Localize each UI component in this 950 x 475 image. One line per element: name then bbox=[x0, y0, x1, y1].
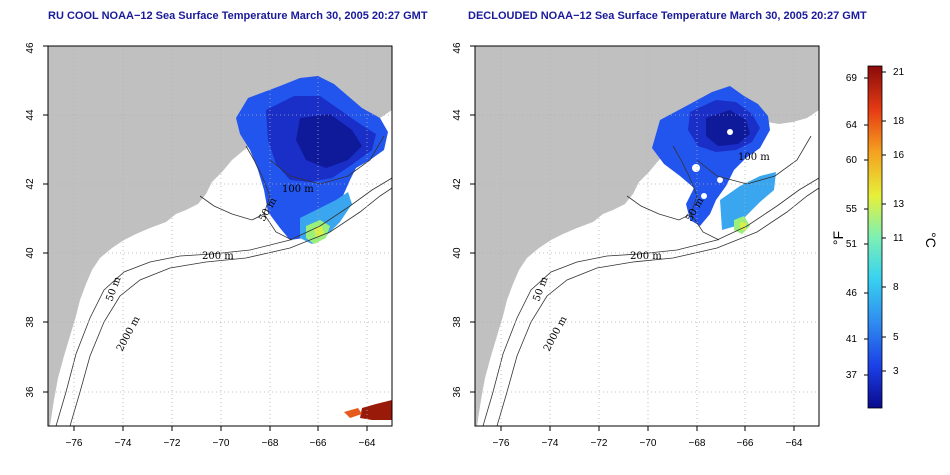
x-axis-ticks bbox=[73, 426, 368, 431]
celsius-unit-label: °C bbox=[923, 232, 939, 248]
celsius-tick: 21 bbox=[893, 67, 905, 78]
y-tick-label: 46 bbox=[452, 42, 463, 54]
x-tick-label: −64 bbox=[786, 438, 803, 449]
y-tick-label: 36 bbox=[452, 386, 463, 398]
x-tick-label: −66 bbox=[310, 438, 327, 449]
left-panel-title: RU COOL NOAA−12 Sea Surface Temperature … bbox=[48, 10, 428, 22]
celsius-tick: 11 bbox=[893, 233, 904, 244]
celsius-tick: 16 bbox=[893, 150, 905, 161]
right-panel-title: DECLOUDED NOAA−12 Sea Surface Temperatur… bbox=[468, 10, 867, 22]
grid-lines bbox=[475, 46, 819, 426]
colorbar-gradient bbox=[867, 65, 883, 409]
fahrenheit-tick: 51 bbox=[846, 239, 858, 250]
x-tick-label: −76 bbox=[493, 438, 510, 449]
fahrenheit-tick: 46 bbox=[846, 288, 858, 299]
contour-label: 200 m bbox=[630, 251, 662, 262]
x-tick-label: −66 bbox=[737, 438, 754, 449]
celsius-tick: 5 bbox=[893, 332, 899, 343]
contour-label: 100 m bbox=[282, 184, 314, 195]
x-tick-label: −74 bbox=[542, 438, 559, 449]
x-tick-label: −70 bbox=[213, 438, 230, 449]
contour-label: 200 m bbox=[202, 251, 234, 262]
celsius-tick: 3 bbox=[893, 366, 899, 377]
x-tick-label: −68 bbox=[689, 438, 706, 449]
celsius-tick: 8 bbox=[893, 282, 899, 293]
y-tick-label: 46 bbox=[25, 42, 36, 54]
y-tick-label: 36 bbox=[25, 386, 36, 398]
y-axis-ticks bbox=[43, 45, 48, 393]
sst-data-layer bbox=[652, 86, 776, 234]
celsius-tick: 13 bbox=[893, 199, 905, 210]
y-tick-label: 44 bbox=[452, 109, 463, 121]
y-tick-label: 44 bbox=[25, 109, 36, 121]
fahrenheit-tick: 55 bbox=[846, 204, 858, 215]
right-map-panel: −76 −74 −72 −70 −68 −66 −64 36 38 40 42 … bbox=[452, 42, 820, 449]
y-tick-label: 42 bbox=[25, 178, 36, 190]
fahrenheit-tick: 41 bbox=[846, 334, 858, 345]
fahrenheit-tick: 37 bbox=[846, 370, 858, 381]
land-mass bbox=[48, 46, 392, 426]
x-tick-label: −76 bbox=[66, 438, 83, 449]
x-tick-label: −64 bbox=[359, 438, 376, 449]
fahrenheit-tick: 60 bbox=[846, 155, 858, 166]
colorbar-ticks-right bbox=[882, 71, 886, 372]
colorbar-ticks-left bbox=[864, 77, 868, 376]
map-frame bbox=[47, 45, 393, 427]
land-mass bbox=[475, 46, 819, 426]
nova-scotia-land bbox=[752, 66, 819, 124]
map-frame bbox=[474, 45, 820, 427]
left-map-panel: −76 −74 −72 −70 −68 −66 −64 36 38 40 42 … bbox=[25, 42, 393, 449]
celsius-tick: 18 bbox=[893, 116, 905, 127]
fahrenheit-tick: 64 bbox=[846, 120, 858, 131]
x-tick-label: −70 bbox=[640, 438, 657, 449]
bathymetry-contours bbox=[482, 135, 819, 426]
y-tick-label: 40 bbox=[452, 247, 463, 259]
x-tick-label: −72 bbox=[164, 438, 181, 449]
sst-data-layer bbox=[236, 76, 392, 420]
y-axis-ticks bbox=[470, 45, 475, 393]
grid-lines bbox=[48, 46, 392, 426]
y-tick-label: 38 bbox=[452, 316, 463, 328]
fahrenheit-unit-label: °F bbox=[830, 231, 846, 245]
fahrenheit-tick: 69 bbox=[846, 73, 858, 84]
bathymetry-contours bbox=[55, 135, 392, 426]
contour-label: 100 m bbox=[738, 152, 770, 163]
y-tick-label: 42 bbox=[452, 178, 463, 190]
x-tick-label: −72 bbox=[591, 438, 608, 449]
temperature-colorbar: 69 64 60 55 51 46 41 37 21 18 16 13 11 8… bbox=[830, 65, 939, 409]
y-tick-label: 40 bbox=[25, 247, 36, 259]
y-tick-label: 38 bbox=[25, 316, 36, 328]
x-axis-ticks bbox=[500, 426, 795, 431]
x-tick-label: −68 bbox=[262, 438, 279, 449]
x-tick-label: −74 bbox=[115, 438, 132, 449]
